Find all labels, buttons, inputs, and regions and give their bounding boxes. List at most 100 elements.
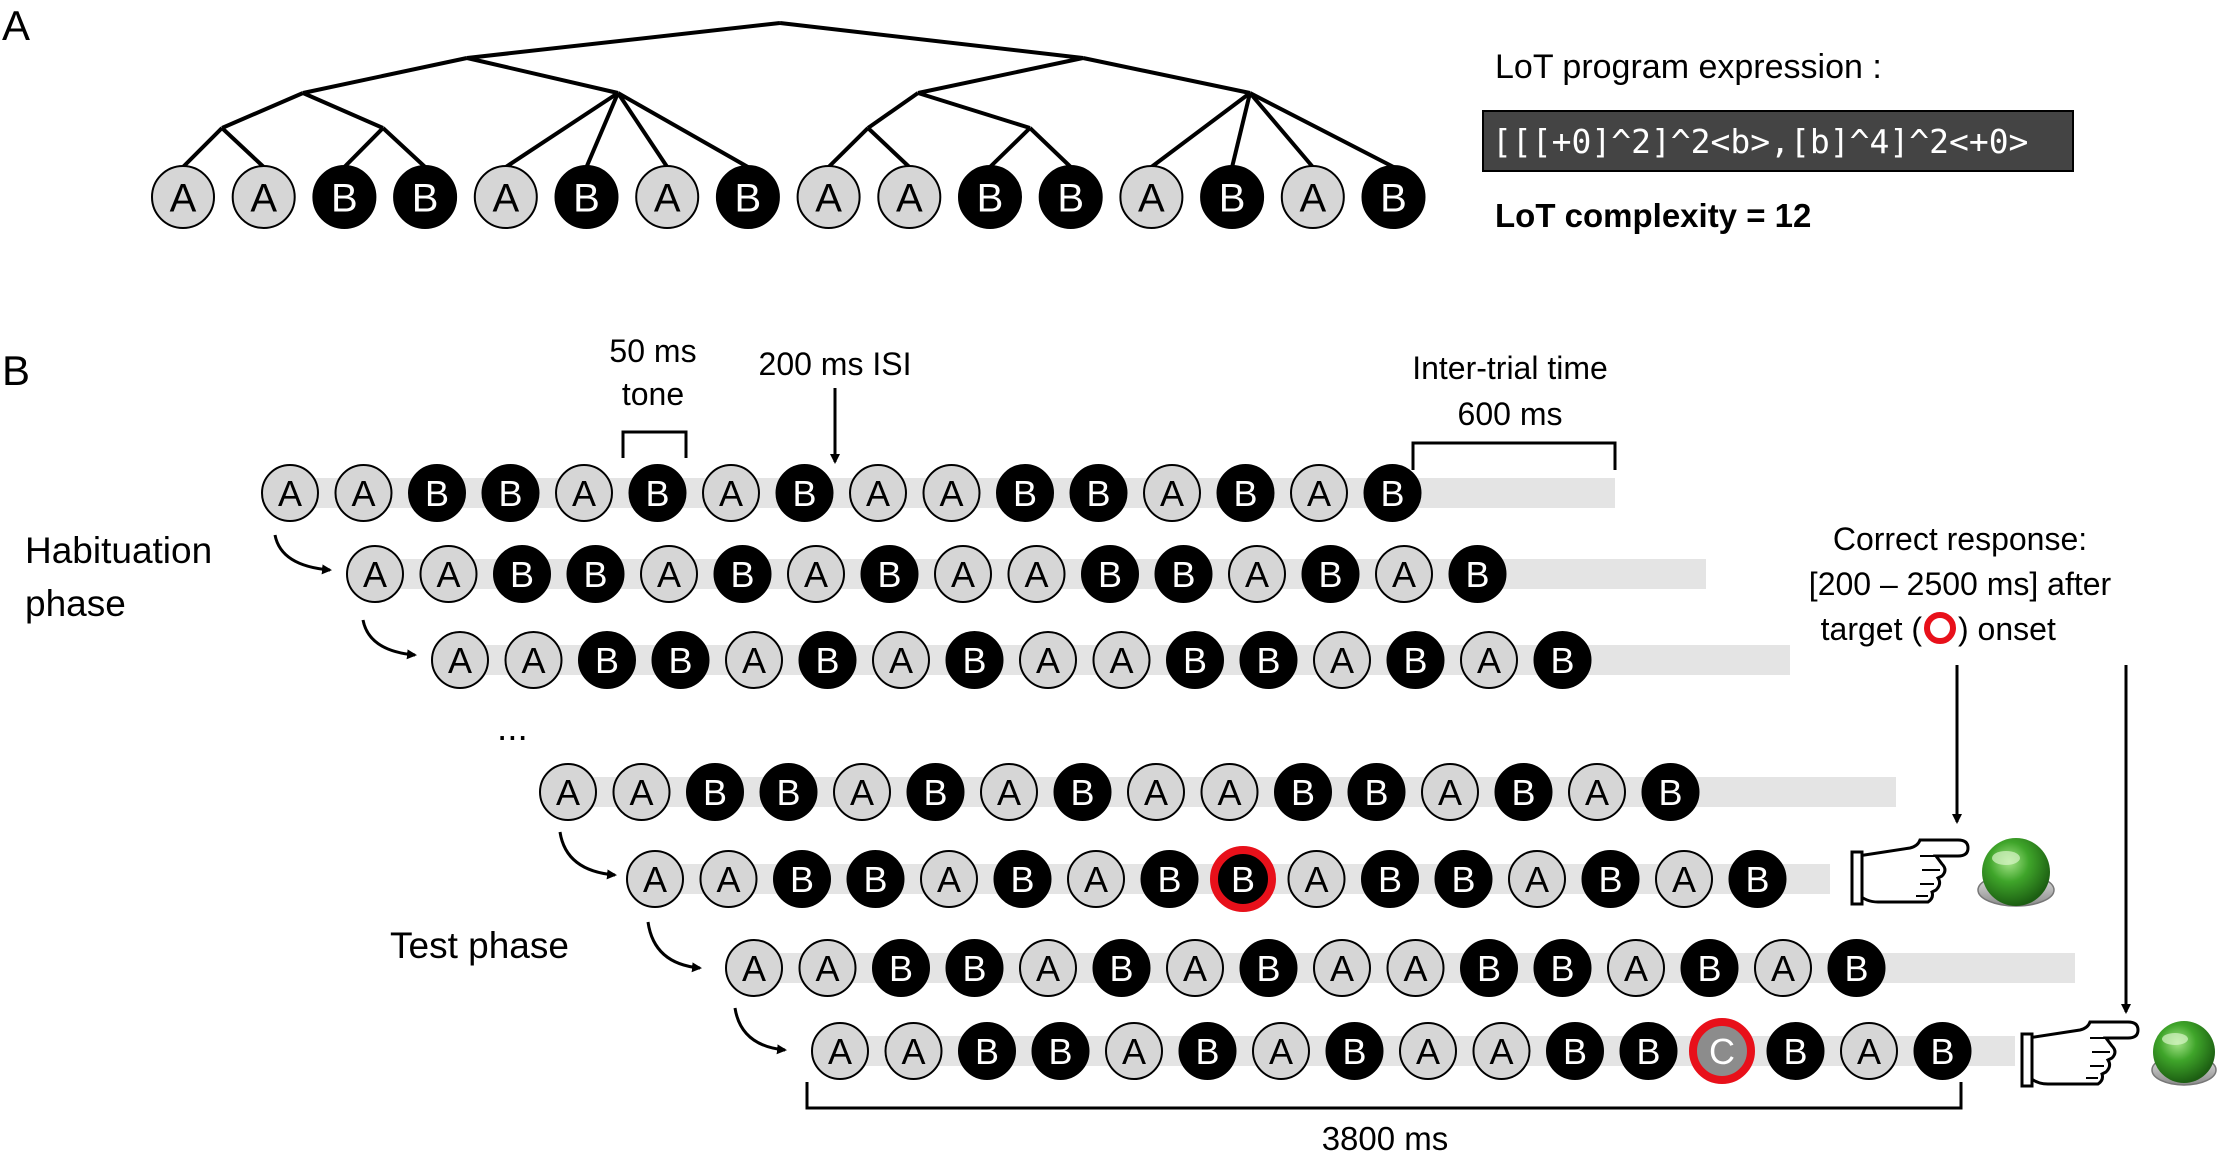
panel-a-tone-a: A <box>473 165 538 229</box>
tone-a: A <box>725 631 783 689</box>
svg-text:A: A <box>643 859 667 900</box>
svg-text:A: A <box>901 1031 925 1072</box>
svg-text:A: A <box>1771 948 1795 989</box>
program-expression-box <box>1482 110 2074 172</box>
tone-b: B <box>686 763 744 821</box>
svg-text:A: A <box>1109 640 1133 681</box>
svg-text:B: B <box>645 473 669 514</box>
svg-text:B: B <box>923 772 947 813</box>
response-line3-right: ) onset <box>1958 611 2056 647</box>
tree-branch <box>988 126 1032 169</box>
tone-a: A <box>261 464 319 522</box>
tone-b: B <box>1216 464 1275 522</box>
svg-text:B: B <box>1364 772 1388 813</box>
svg-text:B: B <box>792 473 816 514</box>
tone-b: B <box>1081 545 1139 603</box>
tree-branch <box>302 91 384 130</box>
svg-text:A: A <box>742 948 766 989</box>
tone-a: A <box>626 850 684 908</box>
svg-text:A: A <box>1672 859 1696 900</box>
panel-a-tone-a: A <box>796 165 861 229</box>
tone-b: B <box>1069 464 1128 522</box>
tree-branch <box>181 126 224 169</box>
svg-text:C: C <box>1709 1031 1735 1072</box>
tone-b: B <box>1031 1022 1090 1080</box>
svg-text:A: A <box>866 473 890 514</box>
svg-text:A: A <box>1857 1031 1881 1072</box>
svg-text:B: B <box>735 176 762 220</box>
tree-branch <box>866 91 920 130</box>
svg-text:B: B <box>863 859 887 900</box>
svg-text:B: B <box>1563 1031 1587 1072</box>
svg-text:A: A <box>716 859 740 900</box>
svg-text:B: B <box>1380 176 1407 220</box>
svg-text:A: A <box>951 554 975 595</box>
svg-text:B: B <box>1342 1031 1366 1072</box>
tone-c: C <box>1689 1018 1755 1084</box>
svg-text:A: A <box>997 772 1021 813</box>
tone-b: B <box>1494 763 1553 821</box>
tone-b: B <box>1325 1022 1384 1080</box>
svg-text:B: B <box>962 948 986 989</box>
tone-b: B <box>1386 631 1445 689</box>
tone-b: B <box>628 464 687 522</box>
svg-text:B: B <box>889 948 913 989</box>
panel-b-label: B <box>2 347 30 394</box>
svg-text:B: B <box>1451 859 1475 900</box>
svg-text:B: B <box>510 554 534 595</box>
svg-text:B: B <box>1550 948 1574 989</box>
svg-text:A: A <box>889 640 913 681</box>
tone-a: A <box>1607 939 1665 997</box>
tone-a: A <box>811 1022 869 1080</box>
svg-text:B: B <box>815 640 839 681</box>
tone-b: B <box>566 545 625 603</box>
tone-a: A <box>798 939 857 997</box>
svg-text:A: A <box>1269 1031 1293 1072</box>
svg-text:B: B <box>1070 772 1094 813</box>
habituation-label-line2: phase <box>25 583 126 624</box>
tone-a: A <box>1143 464 1201 522</box>
tree-branch <box>1150 91 1252 169</box>
tree-branch <box>1249 91 1395 169</box>
tone-a: A <box>1019 631 1077 689</box>
tone-label-line1: 50 ms <box>609 333 696 369</box>
svg-text:B: B <box>1511 772 1535 813</box>
tone-a: A <box>612 763 671 821</box>
svg-text:B: B <box>1183 640 1207 681</box>
tone-a: A <box>431 631 489 689</box>
svg-text:B: B <box>730 554 754 595</box>
tone-b: B <box>1581 850 1640 908</box>
svg-text:B: B <box>1745 859 1769 900</box>
panel-a-tone-b: B <box>1038 165 1103 229</box>
svg-text:B: B <box>1256 640 1280 681</box>
svg-text:A: A <box>896 176 923 220</box>
svg-text:A: A <box>937 859 961 900</box>
trial-transition-arrow <box>361 619 417 660</box>
tone-a: A <box>833 763 891 821</box>
svg-text:B: B <box>1930 1031 1954 1072</box>
tone-a: A <box>884 1022 943 1080</box>
panel-a-tone-a: A <box>231 165 296 229</box>
trial-transition-arrow <box>733 1007 787 1055</box>
tone-b: B <box>846 850 905 908</box>
svg-text:B: B <box>1157 859 1181 900</box>
svg-text:B: B <box>962 640 986 681</box>
svg-text:A: A <box>1160 473 1184 514</box>
program-expression: [[[+0]^2]^2<b>,[b]^4]^2<+0> <box>1492 122 2028 161</box>
tone-b: B <box>1641 763 1700 821</box>
tone-b: B <box>481 464 540 522</box>
habituation-label-line1: Habituation <box>25 530 212 571</box>
svg-text:A: A <box>1525 859 1549 900</box>
svg-text:B: B <box>1098 554 1122 595</box>
tone-a: A <box>1007 545 1066 603</box>
tree-branch <box>917 56 1084 95</box>
svg-text:B: B <box>583 554 607 595</box>
svg-text:B: B <box>1658 772 1682 813</box>
deviant-ring-icon <box>1689 1018 1755 1084</box>
svg-text:A: A <box>448 640 472 681</box>
svg-text:B: B <box>1783 1031 1807 1072</box>
tone-a: A <box>640 545 698 603</box>
tone-b: B <box>1347 763 1406 821</box>
